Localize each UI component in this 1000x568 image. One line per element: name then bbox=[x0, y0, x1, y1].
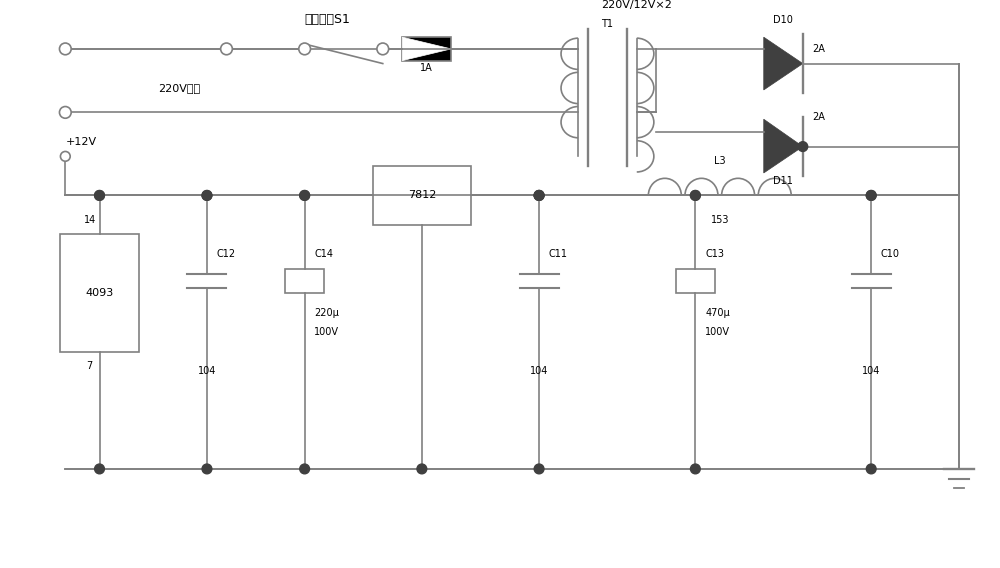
Circle shape bbox=[300, 464, 310, 474]
Circle shape bbox=[417, 464, 427, 474]
FancyBboxPatch shape bbox=[60, 235, 139, 352]
Text: 7812: 7812 bbox=[408, 190, 436, 201]
Text: 220V/12V×2: 220V/12V×2 bbox=[601, 0, 672, 10]
Circle shape bbox=[377, 43, 389, 55]
Text: C12: C12 bbox=[217, 249, 236, 259]
Text: 470μ: 470μ bbox=[705, 308, 730, 318]
Circle shape bbox=[690, 464, 700, 474]
FancyBboxPatch shape bbox=[402, 37, 451, 61]
FancyBboxPatch shape bbox=[373, 166, 471, 225]
Text: C10: C10 bbox=[881, 249, 900, 259]
Circle shape bbox=[202, 190, 212, 201]
Circle shape bbox=[866, 464, 876, 474]
Circle shape bbox=[866, 190, 876, 201]
Polygon shape bbox=[764, 37, 803, 90]
Circle shape bbox=[59, 107, 71, 118]
Circle shape bbox=[534, 190, 544, 201]
Text: 104: 104 bbox=[862, 366, 880, 376]
Circle shape bbox=[95, 190, 104, 201]
Circle shape bbox=[95, 190, 104, 201]
Text: 104: 104 bbox=[198, 366, 216, 376]
Circle shape bbox=[798, 141, 808, 152]
FancyBboxPatch shape bbox=[285, 269, 324, 293]
Text: 220V输入: 220V输入 bbox=[158, 83, 200, 93]
Text: +12V: +12V bbox=[65, 137, 96, 147]
Text: 电源开关S1: 电源开关S1 bbox=[305, 13, 351, 26]
Circle shape bbox=[95, 464, 104, 474]
Polygon shape bbox=[402, 37, 451, 61]
Text: C11: C11 bbox=[549, 249, 568, 259]
Circle shape bbox=[534, 190, 544, 201]
Text: T1: T1 bbox=[601, 19, 613, 30]
Circle shape bbox=[690, 190, 700, 201]
Circle shape bbox=[59, 43, 71, 55]
Text: 7: 7 bbox=[87, 361, 93, 371]
Text: D11: D11 bbox=[773, 176, 793, 186]
Text: 153: 153 bbox=[711, 215, 729, 225]
Circle shape bbox=[299, 43, 310, 55]
Text: 1A: 1A bbox=[420, 64, 433, 73]
Circle shape bbox=[221, 43, 232, 55]
Text: C13: C13 bbox=[705, 249, 724, 259]
Text: 220μ: 220μ bbox=[314, 308, 339, 318]
Circle shape bbox=[690, 190, 700, 201]
Polygon shape bbox=[764, 119, 803, 173]
Circle shape bbox=[60, 152, 70, 161]
Text: 2A: 2A bbox=[813, 44, 825, 54]
Text: 100V: 100V bbox=[705, 327, 730, 337]
Text: D10: D10 bbox=[773, 15, 793, 24]
Text: 104: 104 bbox=[530, 366, 548, 376]
Circle shape bbox=[300, 190, 310, 201]
Circle shape bbox=[866, 190, 876, 201]
Text: 4093: 4093 bbox=[85, 288, 114, 298]
FancyBboxPatch shape bbox=[676, 269, 715, 293]
Circle shape bbox=[300, 190, 310, 201]
Circle shape bbox=[534, 190, 544, 201]
Text: L3: L3 bbox=[714, 156, 726, 166]
Circle shape bbox=[202, 464, 212, 474]
Text: 100V: 100V bbox=[314, 327, 339, 337]
Circle shape bbox=[534, 464, 544, 474]
Circle shape bbox=[202, 190, 212, 201]
Text: 14: 14 bbox=[84, 215, 96, 225]
Text: 2A: 2A bbox=[813, 112, 825, 122]
Text: C14: C14 bbox=[314, 249, 333, 259]
